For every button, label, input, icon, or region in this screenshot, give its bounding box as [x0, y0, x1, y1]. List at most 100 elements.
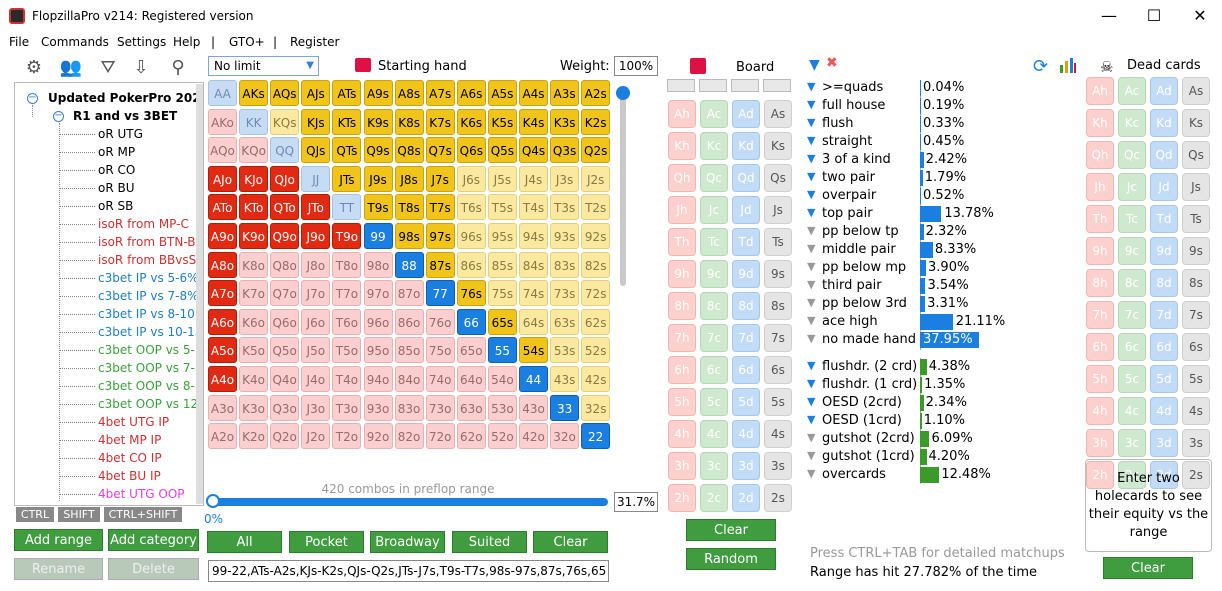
hand-cell[interactable]: J3s — [550, 165, 580, 192]
stat-row[interactable]: ▼ middle pair 8.33% — [807, 241, 1057, 259]
board-card[interactable]: Ad — [732, 100, 760, 128]
hand-cell[interactable]: J4s — [519, 165, 548, 192]
board-card[interactable]: Td — [732, 228, 760, 256]
board-card[interactable]: As — [764, 100, 792, 128]
stat-row[interactable]: ▼ gutshot (2crd) 6.09% — [807, 430, 1057, 448]
filter-icon[interactable]: ▼ — [807, 449, 816, 462]
stat-row[interactable]: ▼ gutshot (1crd) 4.20% — [807, 448, 1057, 466]
hand-cell[interactable]: T2s — [581, 194, 611, 221]
filter-icon[interactable]: ▼ — [807, 116, 816, 129]
hand-cell[interactable]: A3s — [550, 80, 580, 106]
collapse-toggle[interactable]: − — [27, 92, 38, 104]
dead-card[interactable]: 3h — [1086, 429, 1114, 457]
hand-cell[interactable]: 65o — [456, 337, 486, 364]
hand-cell[interactable]: 92s — [581, 223, 611, 249]
board-card[interactable]: 3h — [668, 452, 696, 480]
board-slot[interactable] — [699, 79, 727, 92]
board-card[interactable]: 4d — [732, 420, 760, 448]
board-card[interactable]: 5c — [700, 388, 728, 416]
dead-card[interactable]: Qc — [1118, 141, 1146, 169]
hand-cell[interactable]: K3s — [550, 108, 580, 135]
hand-cell[interactable]: K3o — [239, 394, 269, 421]
hand-cell[interactable]: 94s — [519, 223, 548, 249]
hand-cell[interactable]: KTs — [332, 108, 362, 135]
hand-cell[interactable]: 55 — [487, 337, 517, 364]
dead-card[interactable]: Ts — [1182, 205, 1210, 233]
hand-cell[interactable]: A5o — [208, 337, 237, 364]
board-card[interactable]: 4h — [668, 420, 696, 448]
all-button[interactable]: All — [207, 531, 282, 553]
minimize-button[interactable]: — — [1101, 6, 1117, 25]
dead-card[interactable]: 7s — [1182, 301, 1210, 329]
hand-cell[interactable]: J8s — [394, 165, 424, 192]
hand-cell[interactable]: 32s — [581, 394, 611, 421]
dead-card[interactable]: 3d — [1150, 429, 1178, 457]
filter-add-icon[interactable]: ⛛ — [100, 57, 116, 78]
pocket-button[interactable]: Pocket — [289, 531, 364, 553]
filter-icon[interactable]: ▼ — [807, 278, 816, 291]
dead-card[interactable]: 9s — [1182, 237, 1210, 265]
tree-item[interactable]: oR UTG — [98, 127, 143, 141]
hand-cell[interactable]: KQo — [239, 137, 269, 164]
hand-cell[interactable]: 86o — [394, 308, 424, 335]
board-card[interactable]: 6s — [764, 356, 792, 384]
hand-cell[interactable]: Q9o — [270, 223, 300, 249]
filter-icon[interactable]: ▼ — [807, 395, 816, 408]
board-card[interactable]: 9s — [764, 260, 792, 288]
board-card[interactable]: 7s — [764, 324, 792, 352]
hand-cell[interactable]: 93o — [363, 394, 393, 421]
clear-range-button[interactable]: Clear — [533, 531, 608, 553]
tree-item[interactable]: c3bet OOP vs 8- — [98, 379, 195, 393]
hand-cell[interactable]: T3s — [550, 194, 580, 221]
board-card[interactable]: 7h — [668, 324, 696, 352]
hand-cell[interactable]: J5o — [301, 337, 331, 364]
board-card[interactable]: 3c — [700, 452, 728, 480]
hand-cell[interactable]: 92o — [363, 423, 393, 450]
board-card[interactable]: 2h — [668, 484, 696, 512]
tree-item[interactable]: c3bet IP vs 10-15 — [98, 325, 203, 339]
hand-cell[interactable]: Q2s — [581, 137, 611, 164]
ctrl-shift-modifier[interactable]: CTRL+SHIFT — [104, 507, 182, 522]
hand-cell[interactable]: 42s — [581, 366, 611, 392]
board-card[interactable]: Th — [668, 228, 696, 256]
hand-cell[interactable]: AKo — [208, 108, 237, 135]
dead-card[interactable]: 5d — [1150, 365, 1178, 393]
hand-cell[interactable]: JTo — [301, 194, 331, 221]
hand-cell[interactable]: KK — [239, 108, 269, 135]
hand-cell[interactable]: 63s — [550, 308, 580, 335]
hand-cell[interactable]: Q3o — [270, 394, 300, 421]
dead-card[interactable]: 4d — [1150, 397, 1178, 425]
stat-row[interactable]: ▼ two pair 1.79% — [807, 169, 1057, 187]
hand-cell[interactable]: 84o — [394, 366, 424, 392]
hand-cell[interactable]: JTs — [332, 165, 362, 192]
filter-icon[interactable]: ▼ — [807, 314, 816, 327]
filter-icon[interactable]: ▼ — [807, 260, 816, 273]
hand-cell[interactable]: 74s — [519, 280, 548, 307]
dead-card[interactable]: Qd — [1150, 141, 1178, 169]
hand-cell[interactable]: ATo — [208, 194, 237, 221]
hand-cell[interactable]: K8s — [394, 108, 424, 135]
hand-cell[interactable]: QJo — [270, 165, 300, 192]
board-card[interactable]: 6c — [700, 356, 728, 384]
tree-item[interactable]: 4bet UTG OOP — [98, 487, 185, 501]
hand-cell[interactable]: A5s — [487, 80, 517, 106]
hand-cell[interactable]: AA — [208, 80, 237, 106]
menu-file[interactable]: File — [9, 35, 30, 49]
weight-input[interactable]: 100% — [614, 56, 658, 76]
gear-icon[interactable]: ⚙ — [25, 57, 43, 78]
users-icon[interactable]: 👥 — [59, 57, 83, 78]
dead-card[interactable]: Ac — [1118, 77, 1146, 105]
hand-cell[interactable]: T9s — [363, 194, 393, 221]
dead-card[interactable]: Td — [1150, 205, 1178, 233]
dead-card[interactable]: Jc — [1118, 173, 1146, 201]
dead-clear-button[interactable]: Clear — [1103, 557, 1193, 579]
tree-item[interactable]: 4bet CO IP — [98, 451, 162, 465]
hand-cell[interactable]: 94o — [363, 366, 393, 392]
rename-button[interactable]: Rename — [14, 558, 103, 580]
tree-item[interactable]: 4bet BU IP — [98, 469, 161, 483]
hand-cell[interactable]: KJo — [239, 165, 269, 192]
dead-card[interactable]: 6d — [1150, 333, 1178, 361]
clear-filter-icon[interactable]: ✖ — [826, 55, 838, 71]
filter-icon[interactable]: ▼ — [807, 377, 816, 390]
filter-icon[interactable]: ▼ — [807, 359, 816, 372]
